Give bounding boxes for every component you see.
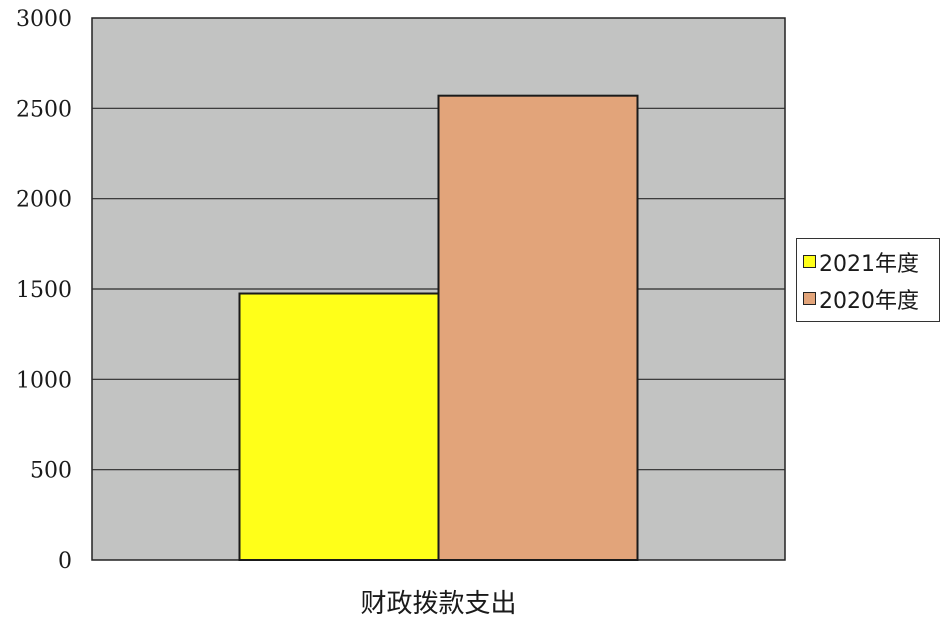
- y-tick-label: 1500: [16, 278, 72, 303]
- legend-swatch-2021: [803, 255, 816, 268]
- y-tick-label: 500: [30, 459, 72, 484]
- legend-swatch-2020: [803, 292, 816, 305]
- y-tick-label: 3000: [16, 7, 72, 32]
- y-tick-label: 1000: [16, 368, 72, 393]
- bar-2021年度: [238, 292, 440, 561]
- legend: 2021年度 2020年度: [796, 238, 940, 322]
- y-tick-label: 0: [58, 549, 72, 574]
- x-axis-category-labels: 财政拨款支出: [360, 589, 516, 617]
- y-axis-tick-labels: 0 500 1000 1500 2000 2500 3000: [16, 7, 72, 574]
- legend-label-2021: 2021年度: [819, 251, 919, 277]
- bars: [238, 94, 639, 561]
- legend-label-2020: 2020年度: [819, 288, 919, 314]
- legend-item-2020: 2020年度: [803, 280, 939, 317]
- y-tick-label: 2500: [16, 97, 72, 122]
- legend-item-2021: 2021年度: [803, 243, 939, 280]
- y-tick-label: 2000: [16, 188, 72, 213]
- bar-2020年度: [437, 94, 639, 561]
- x-category-label: 财政拨款支出: [360, 589, 516, 617]
